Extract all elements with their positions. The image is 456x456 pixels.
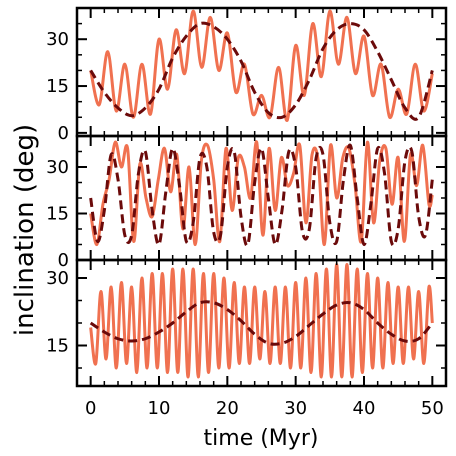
y-axis-label: inclination (deg) bbox=[10, 124, 40, 336]
y-tick-label: 30 bbox=[46, 29, 69, 50]
y-tick-label: 15 bbox=[46, 76, 69, 97]
series-secular-line bbox=[89, 300, 434, 346]
x-tick-label: 10 bbox=[148, 398, 171, 419]
panel-3: 15 30 0 10 20 30 40 50 bbox=[46, 258, 448, 419]
y-tick-label: 30 bbox=[46, 268, 69, 289]
y-tick-label: 30 bbox=[46, 157, 69, 178]
y-tick-label: 0 bbox=[58, 123, 69, 144]
series-full-line bbox=[89, 263, 434, 379]
y-tick-label: 15 bbox=[46, 336, 69, 357]
series-secular-line bbox=[89, 143, 434, 248]
y-tick-label: 15 bbox=[46, 204, 69, 225]
x-axis-label: time (Myr) bbox=[204, 426, 319, 451]
x-tick-label: 0 bbox=[85, 398, 96, 419]
y-tick-label: 0 bbox=[58, 250, 69, 271]
x-tick-label: 50 bbox=[421, 398, 444, 419]
series-full-line bbox=[89, 9, 434, 122]
x-tick-label: 40 bbox=[353, 398, 376, 419]
panel-2: 0 15 30 bbox=[46, 134, 448, 271]
series-secular-line bbox=[89, 21, 434, 121]
series-full-line bbox=[89, 140, 434, 247]
x-tick-label: 20 bbox=[216, 398, 239, 419]
x-tick-label: 30 bbox=[284, 398, 307, 419]
